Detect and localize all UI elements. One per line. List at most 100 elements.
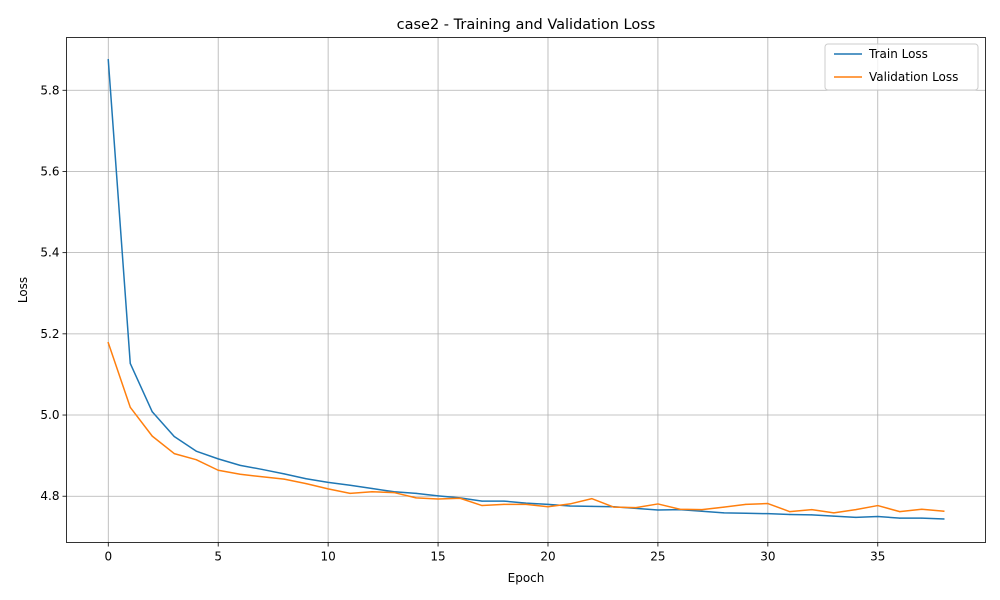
data-point-train-loss — [283, 473, 285, 475]
y-axis-label: Loss — [16, 277, 30, 303]
x-tick-label: 0 — [104, 550, 112, 564]
data-point-train-loss — [525, 502, 527, 504]
axis-ticks: 0 5 10 15 20 25 30 35 4.8 5.0 5.2 5.4 5.6 5.8 — [40, 83, 885, 563]
data-point-validation-loss — [767, 502, 769, 505]
data-point-train-loss — [745, 512, 747, 514]
data-point-train-loss — [701, 510, 703, 512]
x-tick-label: 15 — [430, 550, 445, 564]
plot-frame — [66, 37, 986, 543]
data-point-validation-loss — [899, 511, 901, 513]
data-point-train-loss — [943, 518, 945, 520]
data-point-validation-loss — [327, 488, 329, 490]
data-point-validation-loss — [437, 498, 439, 500]
data-point-train-loss — [349, 484, 351, 486]
data-point-validation-loss — [173, 452, 175, 455]
series-line-train-loss — [107, 59, 945, 520]
series-line-validation-loss — [107, 341, 945, 514]
legend-label-validation-loss: Validation Loss — [869, 70, 958, 84]
data-point-validation-loss — [943, 510, 945, 512]
data-point-train-loss — [151, 411, 153, 413]
data-point-validation-loss — [525, 503, 527, 505]
data-point-validation-loss — [547, 506, 549, 508]
data-point-train-loss — [371, 487, 373, 490]
grid — [66, 37, 986, 543]
data-point-train-loss — [547, 503, 549, 505]
y-tick-label: 5.0 — [40, 408, 59, 422]
data-point-validation-loss — [657, 503, 659, 505]
data-point-validation-loss — [701, 509, 703, 511]
data-point-validation-loss — [151, 435, 153, 437]
data-point-train-loss — [569, 505, 571, 507]
data-point-validation-loss — [261, 476, 263, 478]
data-point-train-loss — [129, 362, 131, 365]
data-point-train-loss — [855, 516, 857, 518]
data-point-validation-loss — [107, 342, 109, 344]
legend-box — [824, 43, 979, 91]
data-point-train-loss — [415, 492, 417, 494]
x-tick-label: 30 — [760, 550, 775, 564]
legend: Train Loss Validation Loss — [824, 43, 979, 91]
data-point-train-loss — [789, 513, 791, 516]
data-point-validation-loss — [503, 503, 505, 505]
legend-label-train-loss: Train Loss — [868, 47, 928, 61]
data-point-train-loss — [767, 513, 769, 515]
y-tick-label: 4.8 — [40, 489, 59, 503]
data-point-train-loss — [811, 514, 813, 516]
y-tick-label: 5.8 — [40, 83, 59, 97]
data-point-validation-loss — [481, 504, 483, 507]
data-point-train-loss — [723, 512, 725, 514]
data-point-train-loss — [437, 495, 439, 497]
data-point-train-loss — [195, 450, 197, 452]
x-tick-label: 35 — [870, 550, 885, 564]
data-point-validation-loss — [195, 459, 197, 461]
data-point-validation-loss — [349, 492, 351, 494]
data-point-validation-loss — [679, 508, 681, 510]
data-point-validation-loss — [239, 473, 241, 475]
data-point-train-loss — [899, 517, 901, 519]
x-tick-label: 25 — [650, 550, 665, 564]
data-point-validation-loss — [305, 483, 307, 485]
data-point-validation-loss — [723, 506, 725, 508]
data-point-train-loss — [877, 515, 879, 518]
x-tick-label: 5 — [214, 550, 222, 564]
data-point-train-loss — [481, 500, 483, 502]
data-point-train-loss — [657, 509, 659, 511]
data-point-validation-loss — [811, 509, 813, 511]
data-point-train-loss — [239, 464, 241, 466]
data-point-validation-loss — [877, 504, 879, 507]
x-axis-label: Epoch — [508, 571, 545, 585]
data-point-validation-loss — [833, 512, 835, 514]
data-point-validation-loss — [855, 509, 857, 511]
data-point-train-loss — [921, 517, 923, 519]
x-tick-label: 20 — [540, 550, 555, 564]
data-point-validation-loss — [371, 491, 373, 493]
data-point-validation-loss — [393, 491, 395, 494]
data-point-train-loss — [107, 59, 109, 61]
data-point-validation-loss — [745, 503, 747, 505]
data-point-validation-loss — [789, 511, 791, 513]
y-tick-label: 5.4 — [40, 246, 59, 260]
data-point-validation-loss — [921, 508, 923, 510]
data-point-train-loss — [503, 500, 505, 502]
data-point-validation-loss — [613, 506, 615, 508]
data-point-validation-loss — [217, 469, 219, 471]
data-point-train-loss — [261, 468, 263, 471]
data-point-validation-loss — [415, 497, 417, 499]
data-point-validation-loss — [129, 406, 131, 408]
data-point-train-loss — [217, 458, 219, 460]
data-point-train-loss — [833, 515, 835, 517]
data-point-validation-loss — [283, 478, 285, 480]
data-point-train-loss — [591, 505, 593, 507]
data-point-validation-loss — [635, 506, 637, 509]
chart-title: case2 - Training and Validation Loss — [397, 17, 656, 33]
y-tick-label: 5.6 — [40, 164, 59, 178]
data-point-train-loss — [327, 481, 329, 484]
series-lines — [107, 59, 945, 520]
data-point-validation-loss — [569, 503, 571, 505]
data-point-train-loss — [305, 478, 307, 480]
data-point-train-loss — [173, 435, 175, 438]
data-point-validation-loss — [459, 497, 461, 499]
x-tick-label: 10 — [320, 550, 335, 564]
data-point-validation-loss — [591, 498, 593, 500]
